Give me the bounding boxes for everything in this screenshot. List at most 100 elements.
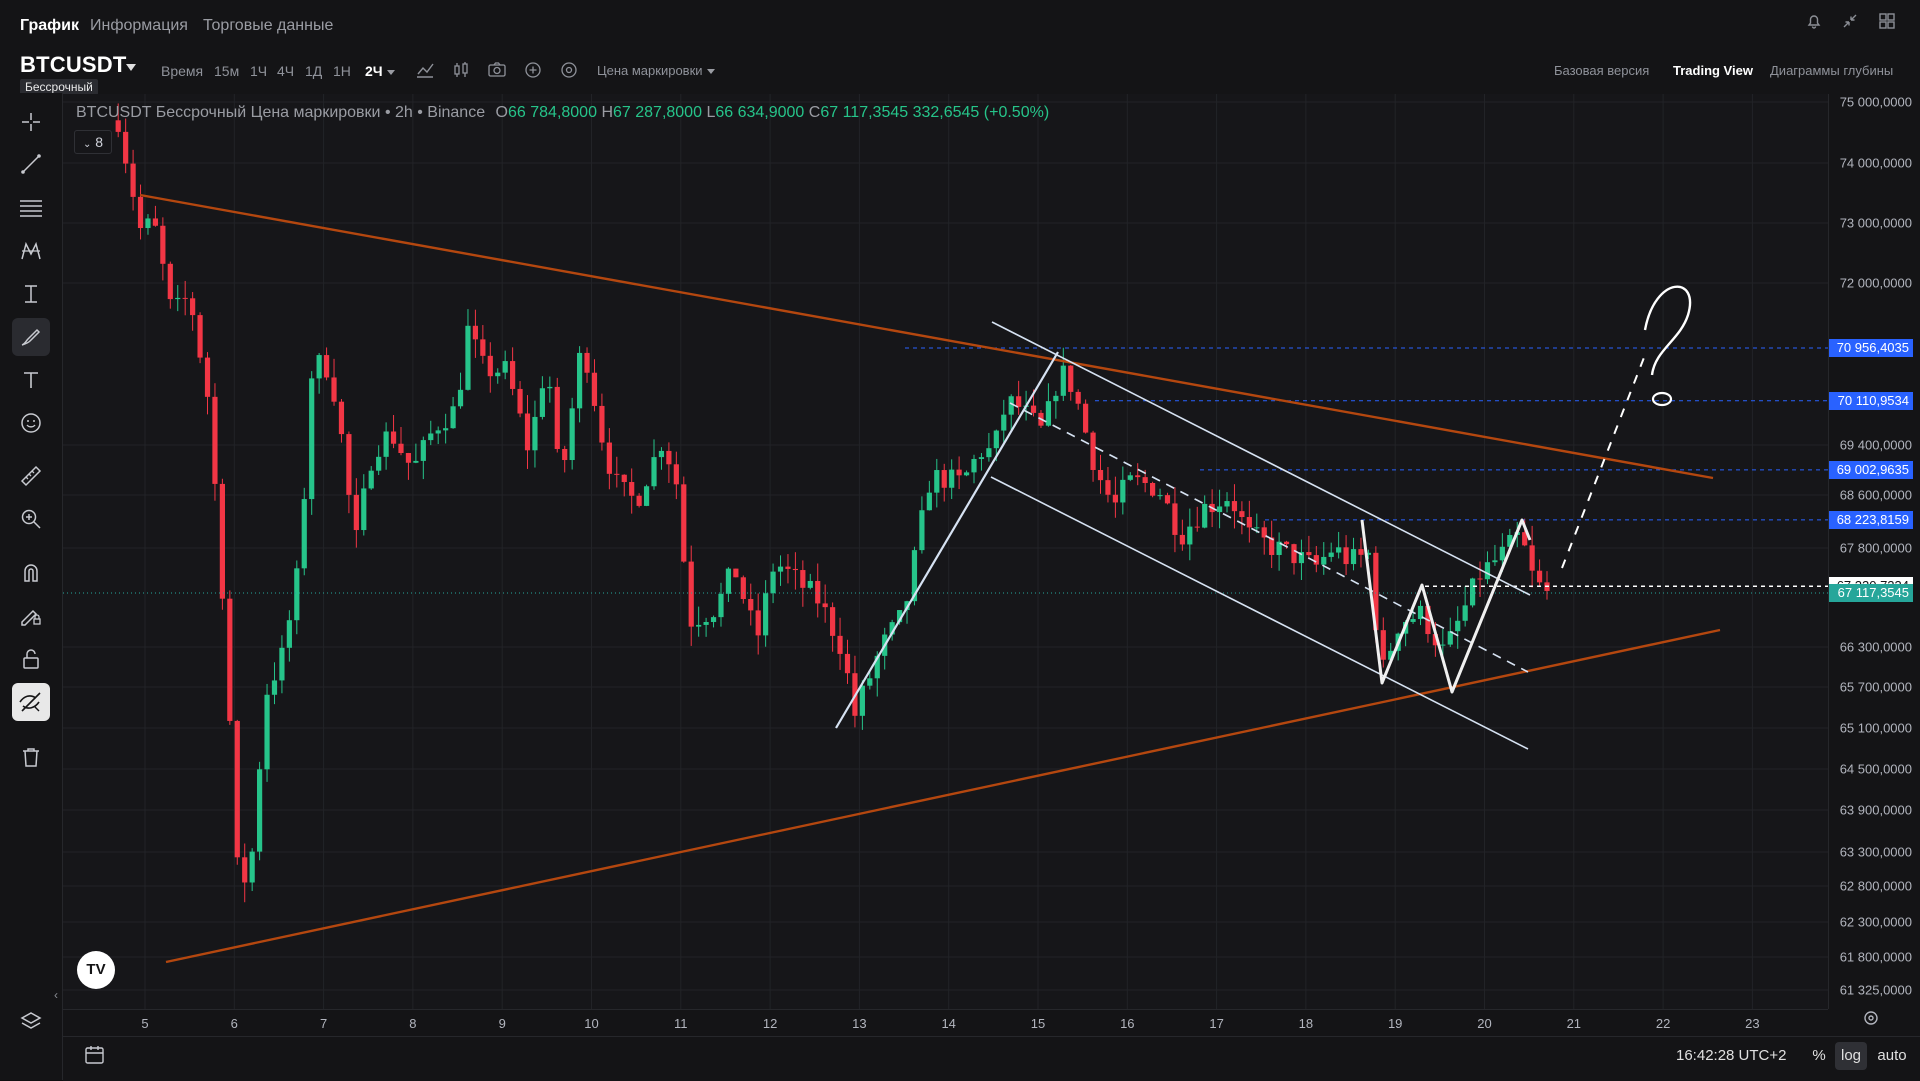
log-toggle[interactable]: log xyxy=(1835,1042,1867,1070)
price-axis-label: 63 300,0000 xyxy=(1839,844,1912,860)
candle-body xyxy=(376,456,382,471)
mode-basic[interactable]: Базовая версия xyxy=(1554,63,1650,78)
settings-icon[interactable] xyxy=(559,60,581,82)
tab-info[interactable]: Информация xyxy=(90,17,188,34)
candle-body xyxy=(294,568,300,621)
candle-body xyxy=(1179,534,1185,545)
chevron-down-icon[interactable] xyxy=(126,64,136,71)
chevron-down-icon xyxy=(386,69,395,75)
date-range-icon[interactable] xyxy=(84,1044,106,1071)
candle-body xyxy=(495,372,501,377)
tab-chart[interactable]: График xyxy=(20,17,79,34)
time-scale[interactable] xyxy=(63,1009,1828,1037)
time-axis-label: 5 xyxy=(141,1016,149,1031)
camera-icon[interactable] xyxy=(487,60,509,82)
indicators-icon[interactable] xyxy=(415,60,437,82)
percent-toggle[interactable]: % xyxy=(1812,1047,1826,1064)
add-icon[interactable] xyxy=(523,60,545,82)
legend-change: 332,6545 (+0.50%) xyxy=(912,104,1050,121)
candle-body xyxy=(666,450,672,465)
price-level-tag: 69 002,9635 xyxy=(1829,460,1913,479)
tab-trading-data[interactable]: Торговые данные xyxy=(203,17,334,34)
candle-body xyxy=(435,430,441,434)
interval-time[interactable]: Время xyxy=(161,63,204,79)
candle-body xyxy=(472,325,479,340)
parallel-lines-icon[interactable] xyxy=(12,189,50,227)
candle-body xyxy=(487,355,493,377)
candle-body xyxy=(1120,479,1126,503)
interval-1d[interactable]: 1Д xyxy=(305,63,323,79)
candle-body xyxy=(197,315,203,358)
chart-canvas[interactable] xyxy=(63,94,1828,1009)
legend-close-label: C xyxy=(808,104,821,121)
price-scale[interactable] xyxy=(1828,94,1920,1009)
candle-body xyxy=(1447,631,1453,645)
candle-body xyxy=(725,568,732,594)
measure-range-icon[interactable] xyxy=(12,275,50,313)
lock-draw-icon[interactable] xyxy=(12,597,50,635)
time-axis-label: 10 xyxy=(584,1016,599,1031)
candle-body xyxy=(1380,630,1386,660)
price-chart-svg[interactable] xyxy=(63,94,1828,1009)
zoom-in-icon[interactable] xyxy=(12,500,50,538)
candle-body xyxy=(934,470,940,493)
price-type-select[interactable]: Цена маркировки xyxy=(597,63,715,78)
auto-toggle[interactable]: auto xyxy=(1877,1047,1907,1064)
mode-depth[interactable]: Диаграммы глубины xyxy=(1770,63,1894,78)
layers-icon[interactable] xyxy=(12,1003,50,1041)
candle-body xyxy=(1499,546,1505,561)
bell-icon[interactable] xyxy=(1803,12,1825,34)
lock-icon[interactable] xyxy=(12,640,50,678)
time-axis-label: 20 xyxy=(1477,1016,1492,1031)
price-axis-label: 61 325,0000 xyxy=(1839,982,1912,998)
indicators-collapse-button[interactable]: ⌄ 8 xyxy=(74,130,112,154)
price-axis-label: 66 300,0000 xyxy=(1839,639,1912,655)
candle-body xyxy=(681,484,687,562)
time-axis-label: 16 xyxy=(1120,1016,1135,1031)
legend-high: 67 287,8000 xyxy=(613,104,702,121)
trend-line-icon[interactable] xyxy=(12,145,50,183)
pattern-icon[interactable] xyxy=(12,232,50,270)
hide-drawings-icon[interactable] xyxy=(12,683,50,721)
candle-body xyxy=(830,607,836,636)
candle-type-icon[interactable] xyxy=(451,60,473,82)
candle-body xyxy=(562,448,568,461)
interval-1h[interactable]: 1Ч xyxy=(250,63,268,79)
ruler-icon[interactable] xyxy=(12,457,50,495)
interval-4h[interactable]: 4Ч xyxy=(277,63,295,79)
question-dot-drawing xyxy=(1651,391,1673,407)
candle-body xyxy=(420,440,426,461)
candle-body xyxy=(1313,555,1319,565)
price-axis-label: 61 800,0000 xyxy=(1839,949,1912,965)
drawing-toolbar xyxy=(0,93,63,1080)
candle-body xyxy=(1231,501,1238,512)
question-mark-drawing xyxy=(1643,285,1692,376)
emoji-icon[interactable] xyxy=(12,404,50,442)
magnet-icon[interactable] xyxy=(12,554,50,592)
mode-tradingview[interactable]: Trading View xyxy=(1673,63,1753,78)
brush-icon[interactable] xyxy=(12,318,50,356)
candle-body xyxy=(807,580,813,588)
collapse-icon[interactable] xyxy=(1839,12,1861,34)
candle-body xyxy=(271,680,278,695)
interval-2h[interactable]: 2Ч xyxy=(365,63,395,79)
scale-settings-icon[interactable] xyxy=(1862,1009,1880,1032)
symbol-title[interactable]: BTCUSDT xyxy=(20,52,127,77)
candle-body xyxy=(770,571,776,594)
layout-grid-icon[interactable] xyxy=(1876,12,1898,34)
price-level-tag: 67 117,3545 xyxy=(1829,584,1913,603)
candle-body xyxy=(182,297,188,299)
text-icon[interactable] xyxy=(12,361,50,399)
candle-body xyxy=(212,396,218,484)
impulse-line xyxy=(835,351,1059,729)
candle-body xyxy=(1254,527,1260,529)
interval-1w[interactable]: 1Н xyxy=(333,63,351,79)
candle-body xyxy=(279,647,285,681)
chevron-left-icon[interactable]: ‹ xyxy=(54,988,58,1002)
candle-body xyxy=(896,610,903,623)
crosshair-icon[interactable] xyxy=(12,103,50,141)
candle-body xyxy=(629,482,635,496)
time-axis-label: 6 xyxy=(230,1016,238,1031)
interval-15m[interactable]: 15м xyxy=(214,63,240,79)
trash-icon[interactable] xyxy=(12,738,50,776)
